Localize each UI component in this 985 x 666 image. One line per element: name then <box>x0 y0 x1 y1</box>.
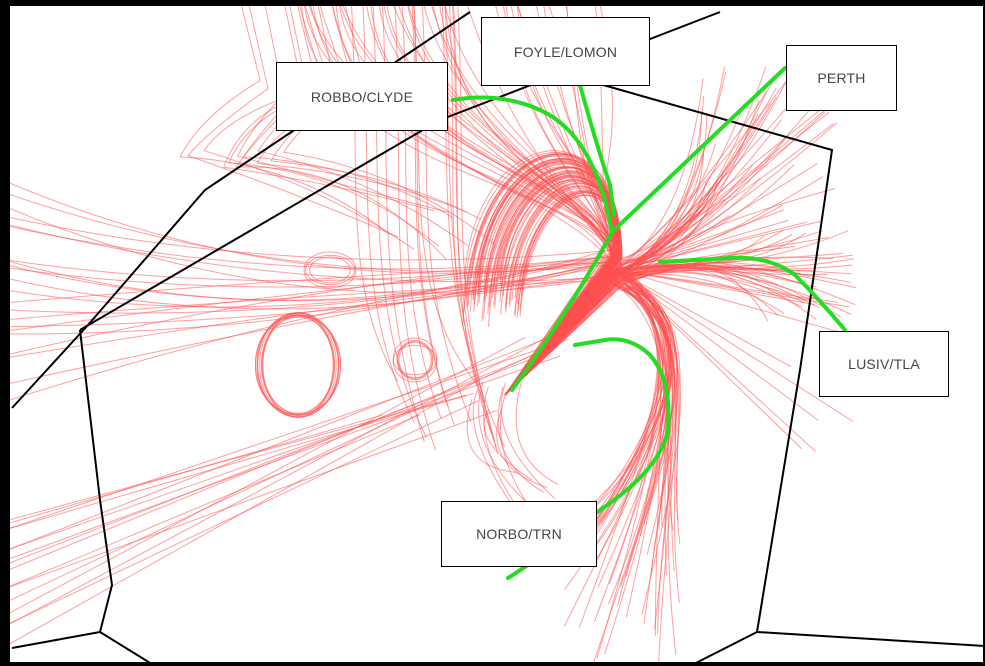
flight-track <box>616 219 789 271</box>
flight-track <box>616 269 791 368</box>
flight-track <box>616 220 823 271</box>
flight-track <box>0 336 526 619</box>
flight-track <box>623 276 680 521</box>
flight-track <box>385 0 618 396</box>
flight-track <box>256 312 340 418</box>
flight-track <box>0 252 615 396</box>
flight-track <box>0 401 438 563</box>
flight-track <box>0 268 594 396</box>
flight-track <box>0 203 620 396</box>
flight-track <box>497 386 545 493</box>
flight-track <box>478 163 622 396</box>
flight-track <box>504 119 782 396</box>
flight-track <box>0 265 594 396</box>
flight-track <box>616 269 803 450</box>
flight-track <box>0 414 420 591</box>
flight-track <box>0 222 621 396</box>
flight-track <box>378 0 620 396</box>
flight-track <box>0 332 562 554</box>
flight-track <box>305 254 356 286</box>
flight-track <box>578 276 659 628</box>
flight-track <box>0 409 498 591</box>
flight-track <box>0 355 561 553</box>
flight-track <box>303 251 357 289</box>
label-perth[interactable]: PERTH <box>786 45 897 111</box>
flight-track <box>0 258 614 396</box>
route-final-approach <box>510 230 614 392</box>
flight-track <box>203 0 415 250</box>
flight-track <box>179 0 391 235</box>
route-foyle-lomon <box>578 83 616 217</box>
flight-track <box>448 0 484 403</box>
flight-track <box>260 314 336 416</box>
flight-track <box>598 285 658 524</box>
flight-track <box>504 269 817 396</box>
flight-track <box>616 269 839 303</box>
route-lusiv-tla <box>658 255 847 332</box>
flight-track <box>0 254 618 396</box>
flight-track <box>504 103 772 396</box>
route-robbo-clyde <box>451 95 614 234</box>
flight-track <box>309 0 616 396</box>
flight-track <box>444 0 497 449</box>
label-lusiv-tla[interactable]: LUSIV/TLA <box>819 331 949 397</box>
flight-track <box>0 261 605 396</box>
flight-track <box>616 269 838 332</box>
flight-track <box>261 316 335 414</box>
flight-track <box>0 353 545 568</box>
flight-track <box>466 398 517 473</box>
flight-track <box>452 0 492 434</box>
flight-track <box>223 0 434 212</box>
flight-track <box>483 409 533 481</box>
sector-boundary-west <box>11 329 114 649</box>
flight-track <box>0 249 607 396</box>
flight-track <box>504 189 622 396</box>
label-foyle-lomon[interactable]: FOYLE/LOMON <box>481 17 650 86</box>
flight-track <box>397 341 433 379</box>
route-perth <box>610 66 787 234</box>
flight-track <box>504 204 783 396</box>
flight-track <box>309 256 351 284</box>
flight-track <box>254 314 341 416</box>
flight-track <box>0 400 479 629</box>
flight-track <box>262 315 334 415</box>
flight-track <box>0 392 474 532</box>
flight-track <box>500 382 556 500</box>
flight-track <box>0 335 550 630</box>
flight-track <box>466 152 622 396</box>
sector-boundary-south <box>99 631 156 666</box>
flight-track <box>255 315 342 415</box>
flight-track <box>0 274 610 396</box>
flight-track <box>616 269 854 422</box>
flight-track <box>616 269 816 452</box>
flight-track <box>187 0 399 238</box>
flight-track <box>0 215 614 396</box>
label-robbo-clyde[interactable]: ROBBO/CLYDE <box>276 62 448 131</box>
flight-track <box>474 160 617 396</box>
flight-track <box>478 381 538 512</box>
flight-track <box>616 269 815 305</box>
label-norbo-trn[interactable]: NORBO/TRN <box>441 501 597 567</box>
flight-track <box>0 223 606 396</box>
flight-track <box>398 341 432 379</box>
flight-track <box>515 382 559 486</box>
flight-track <box>303 0 620 396</box>
flight-track <box>579 286 664 540</box>
flight-track <box>0 264 600 396</box>
flight-track <box>0 256 611 396</box>
flight-track <box>396 339 434 381</box>
flight-track <box>259 314 337 416</box>
sector-boundary-southeast <box>689 631 758 666</box>
flight-track <box>616 269 819 421</box>
flight-track <box>504 209 785 396</box>
flight-track <box>496 409 548 489</box>
sector-boundary-east <box>567 74 985 647</box>
flight-track <box>0 394 467 523</box>
flight-track <box>616 253 844 271</box>
